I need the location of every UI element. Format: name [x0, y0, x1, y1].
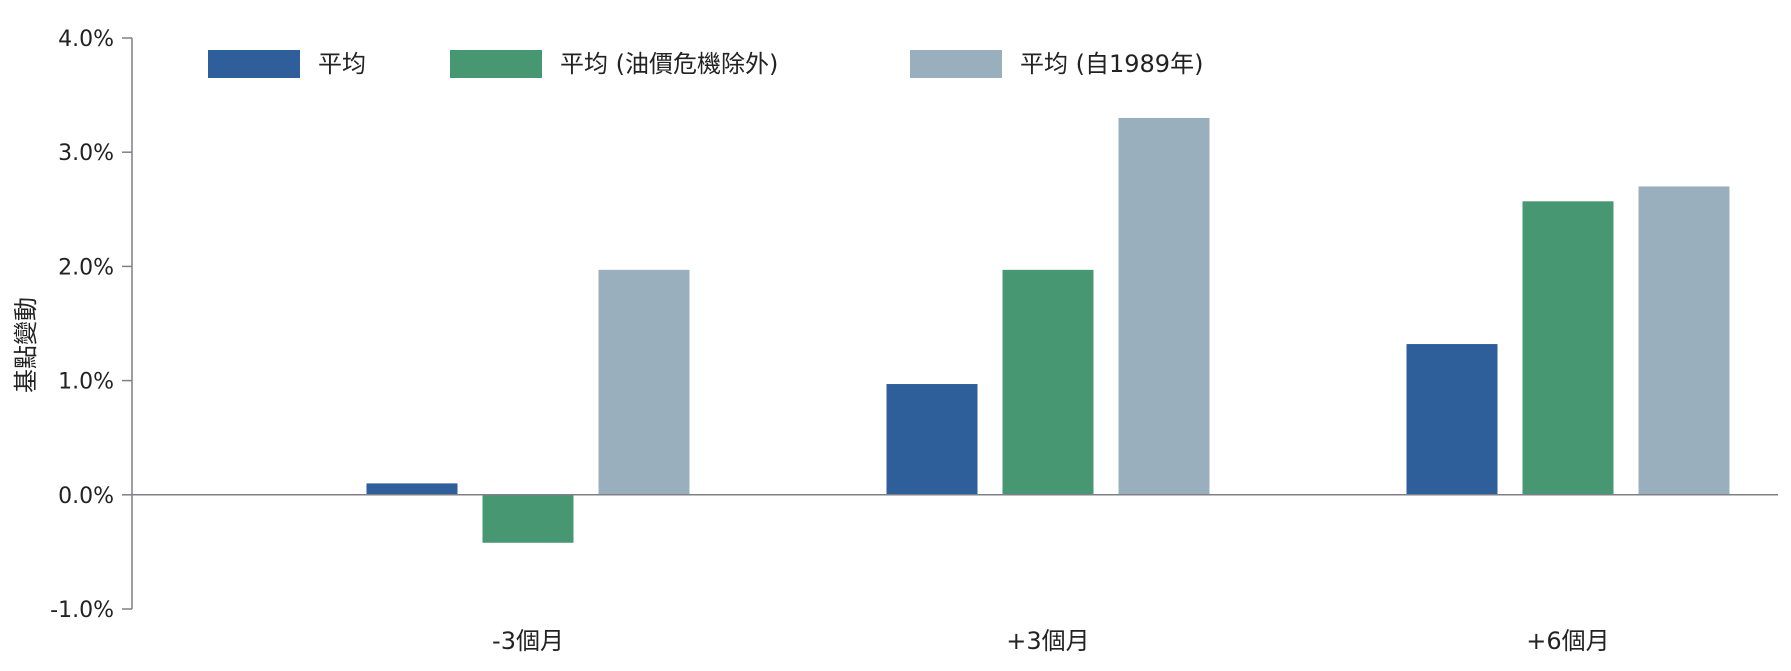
bar [598, 269, 690, 495]
x-category-label: +3個月 [1006, 627, 1089, 655]
y-axis-label: 基點變動 [12, 297, 40, 393]
y-tick-label: 2.0% [58, 255, 114, 280]
bar [366, 483, 458, 495]
bars [132, 117, 1778, 543]
bar [482, 494, 574, 543]
legend-label: 平均 (油價危機除外) [560, 50, 778, 78]
bar [1406, 344, 1498, 495]
y-tick-label: 3.0% [58, 141, 114, 166]
legend-label: 平均 [318, 50, 366, 78]
x-category-label: +6個月 [1526, 627, 1609, 655]
legend: 平均 平均 (油價危機除外) 平均 (自1989年) [208, 50, 1203, 78]
legend-swatch [450, 50, 542, 78]
bar [1522, 201, 1614, 495]
x-axis: -3個月 +3個月 +6個月 [492, 627, 1610, 655]
y-tick-label: 0.0% [58, 484, 114, 509]
y-tick-label: 4.0% [58, 27, 114, 52]
bar [1638, 186, 1730, 495]
legend-swatch [910, 50, 1002, 78]
bar [1002, 269, 1094, 495]
x-category-label: -3個月 [492, 627, 564, 655]
y-tick-label: -1.0% [50, 598, 114, 623]
y-tick-label: 1.0% [58, 370, 114, 395]
legend-label: 平均 (自1989年) [1020, 50, 1203, 78]
y-axis: -1.0% 0.0% 1.0% 2.0% 3.0% 4.0% [50, 27, 133, 623]
bar [1118, 117, 1210, 495]
legend-swatch [208, 50, 300, 78]
bar [886, 384, 978, 495]
